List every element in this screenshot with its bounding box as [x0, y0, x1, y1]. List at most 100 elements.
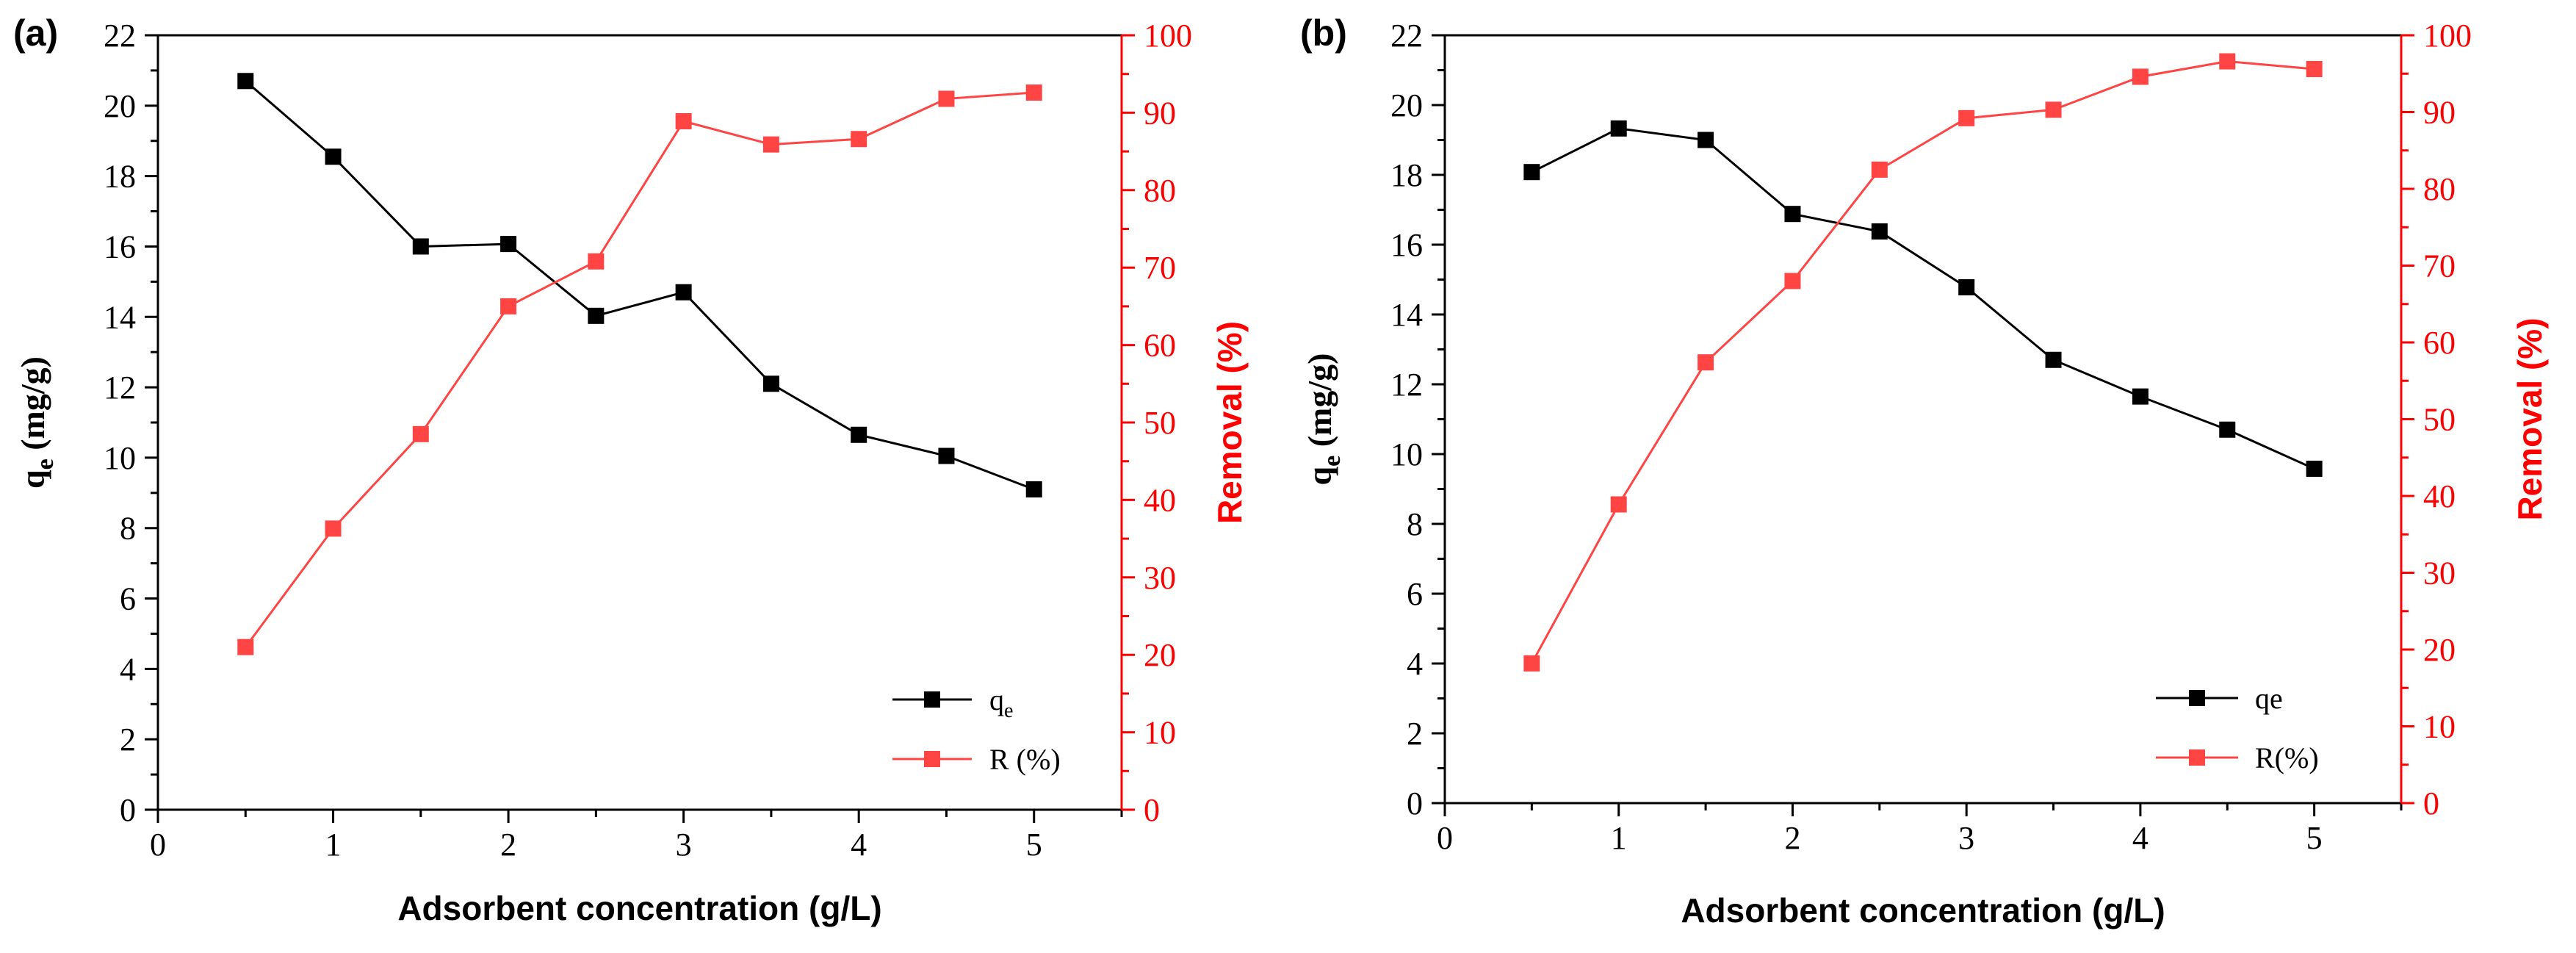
data-point-removal: [412, 425, 429, 442]
y-axis-title-suffix: (mg/g): [14, 356, 51, 458]
y-tick-label: 20: [104, 88, 136, 124]
data-point-qe: [675, 284, 692, 301]
y-axis-title-sub: e: [32, 458, 59, 470]
y-axis-title-main: q: [1301, 466, 1338, 485]
series-line-removal: [1531, 60, 2315, 664]
y2-tick-label: 40: [1144, 482, 1176, 518]
y-axis-title: qe (mg/g): [1301, 353, 1346, 486]
y-tick-label: 2: [120, 722, 136, 758]
data-point-qe: [1523, 164, 1540, 181]
y2-tick-label: 70: [2423, 248, 2456, 284]
x-tick-label: 4: [2132, 820, 2149, 856]
data-point-qe: [500, 236, 517, 253]
y2-tick-label: 90: [2423, 95, 2456, 131]
data-point-qe: [1958, 278, 1975, 295]
y-tick-label: 0: [1407, 785, 1423, 821]
x-tick-label: 3: [676, 827, 692, 863]
data-point-removal: [2132, 68, 2149, 85]
data-point-removal: [938, 90, 955, 107]
y2-tick-label: 80: [2423, 171, 2456, 207]
y2-tick-label: 100: [2423, 18, 2472, 54]
x-tick-label: 2: [500, 827, 516, 863]
y2-tick-label: 10: [2423, 709, 2456, 745]
y2-tick-label: 70: [1144, 250, 1176, 286]
data-point-removal: [2306, 60, 2323, 77]
data-point-qe: [1784, 206, 1801, 223]
y2-tick-label: 80: [1144, 173, 1176, 209]
y2-tick-label: 40: [2423, 478, 2456, 514]
x-tick-label: 5: [1026, 827, 1042, 863]
data-point-qe: [851, 426, 867, 443]
data-point-removal: [588, 253, 605, 270]
data-point-removal: [325, 520, 342, 537]
x-tick-label: 4: [851, 827, 867, 863]
y-tick-label: 18: [104, 159, 136, 195]
data-point-removal: [1025, 84, 1042, 101]
data-point-removal: [1871, 161, 1888, 178]
y-tick-label: 6: [1407, 576, 1423, 612]
y-tick-label: 10: [104, 440, 136, 476]
data-point-removal: [237, 639, 254, 655]
y2-tick-label: 30: [1144, 560, 1176, 596]
y-tick-label: 4: [120, 651, 136, 687]
data-point-qe: [1698, 132, 1714, 148]
legend-marker-removal: [2189, 749, 2205, 766]
y2-tick-label: 20: [1144, 637, 1176, 673]
y2-tick-label: 100: [1144, 18, 1192, 54]
x-tick-label: 1: [1611, 820, 1627, 856]
x-axis-title-text: Adsorbent concentration (g/L): [397, 889, 881, 927]
legend-marker-qe: [2189, 690, 2205, 706]
y2-tick-label: 0: [1144, 792, 1160, 828]
y-axis-title-main: q: [14, 470, 51, 489]
y-axis-title: qe (mg/g): [14, 356, 59, 489]
y2-tick-label: 20: [2423, 632, 2456, 668]
y2-axis-title: Removal (%): [2511, 317, 2549, 520]
data-point-qe: [2045, 351, 2062, 368]
data-point-removal: [500, 298, 517, 314]
data-point-removal: [851, 131, 867, 148]
y2-tick-label: 30: [2423, 555, 2456, 591]
y2-axis-title: Removal (%): [1211, 321, 1249, 524]
legend-label-removal: R(%): [2255, 741, 2319, 774]
x-axis-title: Adsorbent concentration (g/L): [1681, 891, 2165, 929]
data-point-removal: [2219, 53, 2236, 70]
y2-tick-label: 60: [2423, 325, 2456, 361]
series-line-removal: [245, 91, 1034, 648]
y-axis-title-suffix: (mg/g): [1301, 353, 1338, 456]
y-axis-title-sub: e: [1318, 456, 1346, 467]
y2-tick-label: 50: [1144, 405, 1176, 441]
y-tick-label: 22: [104, 18, 136, 54]
y2-tick-label: 60: [1144, 328, 1176, 364]
panel-a: Adsorbent concentration (g/L) Removal (%…: [13, 12, 1249, 927]
y-tick-label: 2: [1407, 716, 1423, 752]
x-tick-label: 3: [1958, 820, 1974, 856]
y-tick-label: 12: [104, 370, 136, 406]
data-point-qe: [2132, 388, 2149, 405]
y-tick-label: 18: [1390, 157, 1423, 193]
y-tick-label: 0: [120, 792, 136, 828]
x-tick-label: 0: [1437, 820, 1453, 856]
data-point-removal: [762, 136, 779, 153]
y2-tick-label: 0: [2423, 785, 2439, 821]
data-point-removal: [675, 112, 692, 129]
y-tick-label: 22: [1390, 18, 1423, 54]
data-point-removal: [1610, 496, 1627, 513]
x-axis-title-text: Adsorbent concentration (g/L): [1681, 891, 2165, 929]
data-point-qe: [588, 307, 605, 324]
data-point-removal: [2045, 101, 2062, 118]
panel-label: (a): [13, 12, 58, 54]
y-tick-label: 4: [1407, 646, 1423, 682]
legend-marker-qe: [924, 691, 940, 708]
y-tick-label: 10: [1390, 436, 1423, 472]
y-tick-label: 16: [104, 229, 136, 265]
panel-b: Adsorbent concentration (g/L) Removal (%…: [1300, 12, 2549, 929]
y-tick-label: 6: [120, 581, 136, 617]
series-line-qe: [1531, 127, 2315, 470]
y-tick-label: 8: [1407, 506, 1423, 542]
x-axis-title: Adsorbent concentration (g/L): [397, 889, 881, 927]
series-line-qe: [245, 80, 1035, 491]
y2-tick-label: 50: [2423, 402, 2456, 438]
data-point-qe: [938, 447, 955, 464]
